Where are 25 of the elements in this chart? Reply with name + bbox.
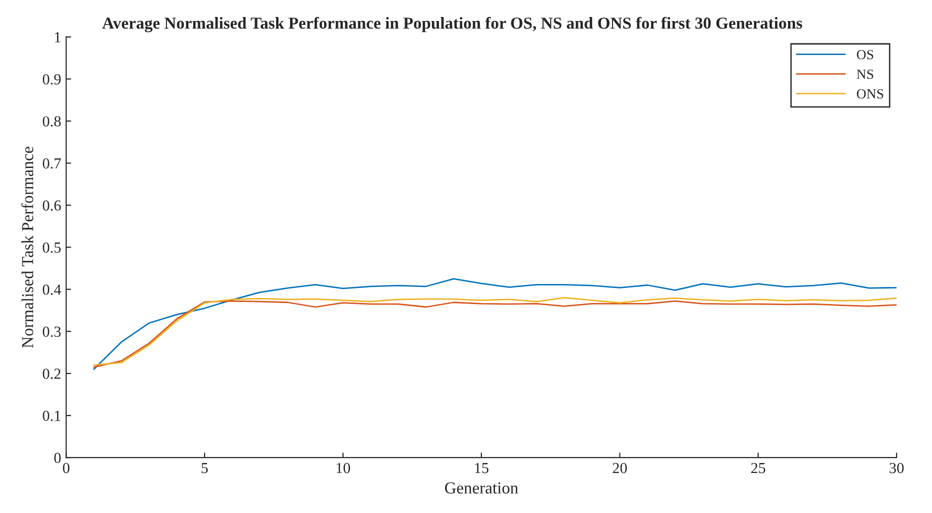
y-tick-label: 0.3 [42,326,61,337]
x-axis-title: Generation [445,482,518,494]
x-tick-label: 10 [336,462,350,474]
x-tick-label: 0 [62,462,70,474]
y-axis-title: Normalised Task Performance [21,146,34,348]
legend-label: ONS [856,89,884,99]
y-tick-label: 0 [54,452,61,464]
y-tick-label: 0.6 [42,200,61,211]
y-tick-label: 0.9 [42,74,61,85]
legend-label: OS [856,50,874,60]
legend-label: NS [856,70,874,79]
y-tick-label: 0.7 [42,158,61,169]
y-tick-label: 0.2 [42,368,60,379]
y-tick-label: 0.8 [42,116,61,127]
chart-title: Average Normalised Task Performance in Population for OS, NS and ONS for first 30 Generations [102,16,802,32]
line-series [93,278,897,370]
y-tick-label: 1 [55,32,60,42]
y-tick-label: 0.4 [42,284,62,295]
x-tick-label: 30 [890,462,904,474]
x-tick-label: 25 [751,462,766,474]
x-tick-label: 5 [202,463,208,474]
y-tick-label: 0.1 [42,410,60,422]
x-tick-label: 20 [612,462,627,474]
y-tick-label: 0.5 [42,242,61,253]
x-tick-label: 15 [475,462,488,474]
